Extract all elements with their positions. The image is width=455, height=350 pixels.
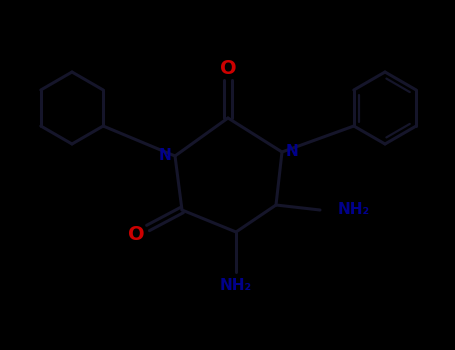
- Text: NH₂: NH₂: [220, 278, 252, 293]
- Text: N: N: [158, 148, 171, 163]
- Text: O: O: [128, 224, 144, 244]
- Text: NH₂: NH₂: [338, 203, 370, 217]
- Text: O: O: [220, 58, 236, 77]
- Text: N: N: [286, 145, 299, 160]
